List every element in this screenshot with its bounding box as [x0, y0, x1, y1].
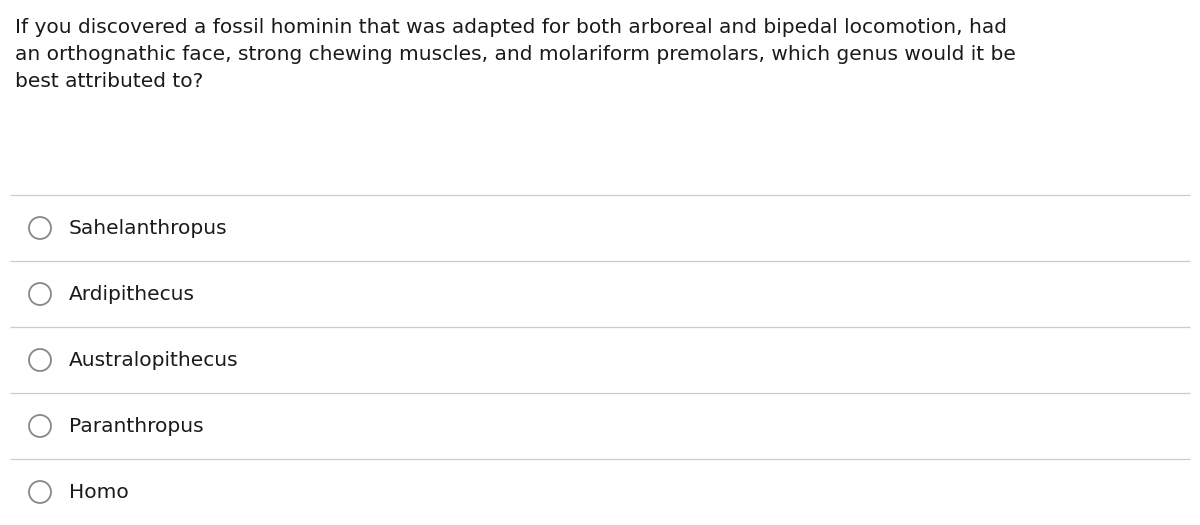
Text: Sahelanthropus: Sahelanthropus [70, 218, 228, 237]
Text: Ardipithecus: Ardipithecus [70, 285, 194, 303]
Text: If you discovered a fossil hominin that was adapted for both arboreal and bipeda: If you discovered a fossil hominin that … [14, 18, 1016, 91]
Text: Australopithecus: Australopithecus [70, 351, 239, 370]
Text: Paranthropus: Paranthropus [70, 416, 204, 436]
Text: Homo: Homo [70, 482, 128, 501]
